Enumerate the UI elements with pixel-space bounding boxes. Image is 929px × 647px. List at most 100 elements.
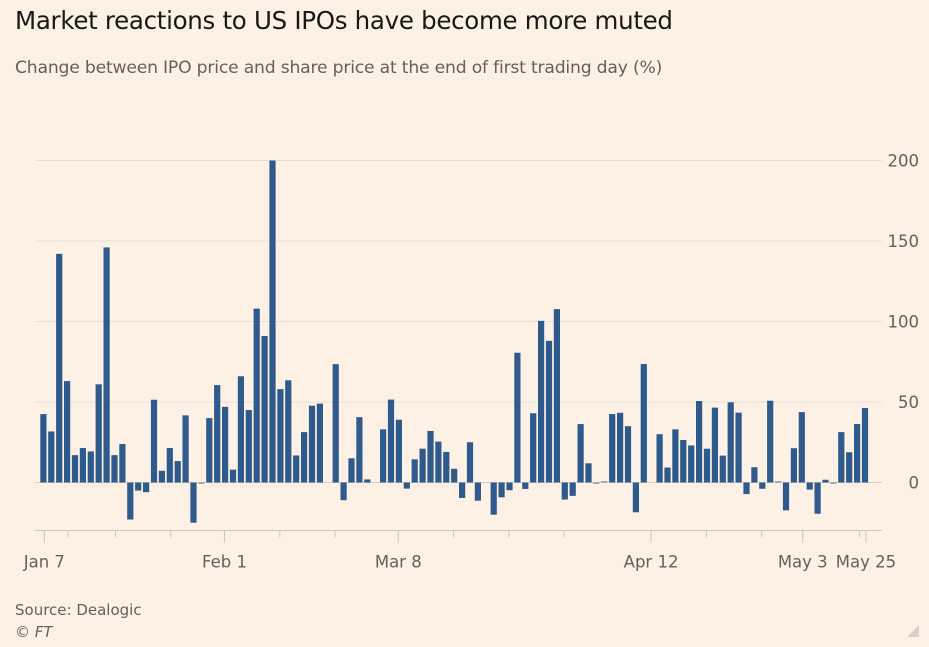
bar (854, 424, 861, 483)
bar (119, 444, 126, 483)
x-tick-label: May 3 (778, 553, 828, 572)
x-tick-label: Mar 8 (375, 553, 422, 572)
bar (214, 385, 221, 483)
bar (577, 424, 584, 483)
bar (111, 455, 118, 483)
y-axis-labels: 0 50 100 150 200 (888, 152, 920, 493)
bar (40, 414, 47, 483)
bar (222, 406, 229, 483)
bar (703, 448, 711, 483)
bar (743, 482, 750, 495)
bar (64, 381, 71, 483)
y-tick-label: 150 (888, 232, 920, 251)
bar (285, 380, 292, 483)
bar (435, 441, 442, 483)
bar (427, 430, 434, 483)
bar (838, 432, 845, 483)
bar (380, 429, 387, 483)
chart-title: Market reactions to US IPOs have become … (15, 6, 673, 35)
bar (680, 439, 687, 483)
bar (443, 451, 450, 483)
bar (48, 431, 55, 483)
bar (166, 448, 173, 483)
bar (522, 482, 529, 489)
resize-grip-icon[interactable] (907, 625, 919, 637)
bar (174, 461, 181, 483)
x-tick-label: Feb 1 (202, 553, 247, 572)
bar (253, 308, 260, 483)
bar (395, 419, 402, 483)
bar (814, 482, 821, 514)
bar (585, 463, 592, 483)
y-tick-label: 0 (909, 474, 920, 493)
bar (672, 429, 679, 483)
bar (530, 413, 537, 483)
x-tick-label: May 25 (836, 553, 896, 572)
bar (822, 479, 829, 483)
bar (459, 482, 466, 498)
x-tick-label: Jan 7 (23, 553, 65, 572)
bar (719, 455, 726, 483)
bar (782, 482, 790, 511)
bar (553, 309, 560, 483)
bar (767, 400, 774, 483)
gridlines (35, 160, 882, 483)
bar (696, 401, 703, 483)
bar (190, 482, 197, 523)
bar (498, 482, 505, 498)
bar (340, 482, 347, 501)
bar (466, 442, 474, 483)
bar (150, 399, 158, 483)
bar (624, 426, 632, 483)
bar (514, 352, 521, 483)
bar (846, 452, 853, 483)
bar (617, 412, 624, 483)
bar (806, 482, 813, 490)
bar (474, 482, 481, 501)
bar (664, 467, 671, 483)
bar (56, 253, 63, 483)
bar (640, 364, 647, 483)
bar (411, 459, 418, 483)
bar (182, 415, 189, 483)
y-tick-label: 200 (888, 152, 920, 171)
bar (775, 481, 782, 483)
bar (490, 482, 497, 515)
bar (198, 482, 205, 484)
bar (269, 160, 276, 483)
bar (403, 482, 410, 489)
bar (348, 458, 355, 483)
bar (103, 247, 110, 483)
bar (593, 482, 600, 484)
y-tick-label: 50 (898, 393, 919, 412)
bar (727, 402, 734, 483)
x-axis: Jan 7 Feb 1 Mar 8 Apr 12 May 3 May 25 (23, 530, 896, 572)
bar (316, 403, 323, 483)
bar (87, 451, 94, 483)
bar (71, 455, 79, 483)
bar (308, 405, 316, 483)
bar (237, 376, 244, 483)
bar (206, 418, 213, 483)
bar (790, 448, 797, 483)
bar (261, 335, 268, 483)
bar (301, 432, 308, 483)
bar (830, 482, 837, 484)
bar (79, 448, 86, 483)
bar (135, 482, 142, 491)
bar (506, 482, 513, 491)
bar (735, 412, 742, 483)
bar (364, 479, 371, 483)
chart-subtitle: Change between IPO price and share price… (15, 58, 663, 78)
bar (569, 482, 576, 496)
bar (545, 340, 553, 483)
bar (601, 481, 608, 483)
bar (861, 407, 869, 483)
bar (711, 407, 718, 483)
bar (609, 414, 616, 483)
copyright-note: © FT (15, 623, 53, 641)
bar (798, 412, 805, 483)
bar (419, 448, 426, 483)
bar (277, 389, 284, 483)
bar (245, 410, 252, 483)
